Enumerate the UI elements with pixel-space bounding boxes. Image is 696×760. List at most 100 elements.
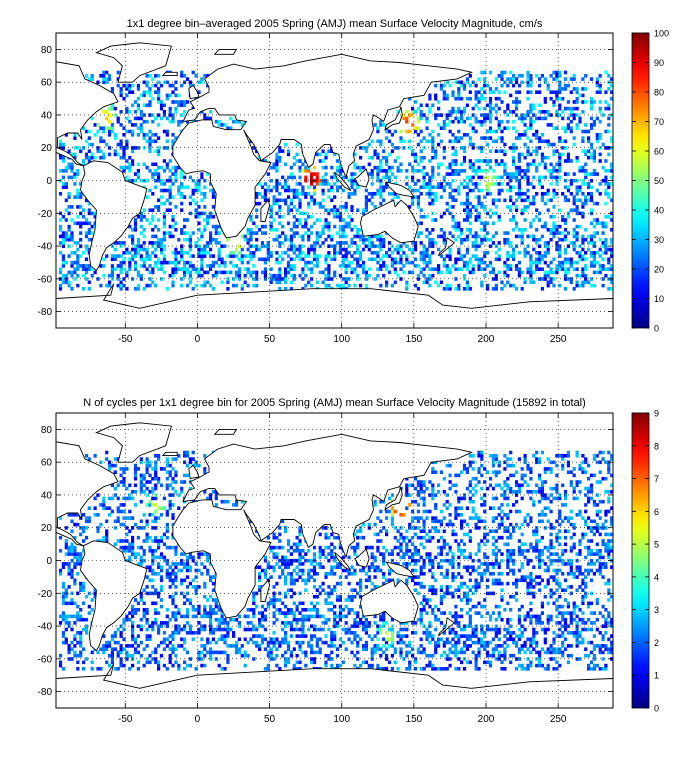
data-cell <box>122 257 126 262</box>
data-cell <box>113 257 117 262</box>
data-cell <box>563 237 568 242</box>
data-cell <box>604 214 608 219</box>
data-cell <box>361 621 366 625</box>
data-cell <box>462 650 467 655</box>
data-cell <box>281 637 285 642</box>
data-cell <box>486 116 490 121</box>
data-cell <box>211 195 215 199</box>
data-cell <box>76 660 80 665</box>
data-cell <box>171 195 175 199</box>
data-cell <box>538 650 542 655</box>
data-cell <box>448 611 452 615</box>
data-cell <box>610 251 613 255</box>
data-cell <box>361 647 366 651</box>
data-cell <box>249 244 253 248</box>
data-cell <box>396 110 400 114</box>
data-cell <box>79 631 83 635</box>
data-cell <box>333 637 337 642</box>
data-cell <box>506 103 510 108</box>
data-cell <box>76 611 80 615</box>
data-cell <box>376 663 380 668</box>
data-cell <box>136 96 140 101</box>
data-cell <box>275 663 279 668</box>
data-cell <box>76 221 80 226</box>
data-cell <box>471 634 475 638</box>
data-cell <box>315 178 319 183</box>
data-cell <box>546 273 550 278</box>
data-cell <box>385 667 389 671</box>
colorbar-tick-label: 0 <box>654 324 659 334</box>
data-cell <box>563 77 568 81</box>
data-cell <box>491 653 495 658</box>
data-cell <box>477 653 481 658</box>
data-cell <box>324 663 328 668</box>
data-cell <box>491 647 495 651</box>
data-cell <box>425 653 429 658</box>
data-cell <box>284 640 288 645</box>
data-cell <box>592 663 596 668</box>
data-cell <box>572 142 576 147</box>
data-cell <box>471 241 475 245</box>
data-cell <box>327 188 331 193</box>
data-cell <box>460 201 464 206</box>
coastline-south-america <box>80 160 148 272</box>
data-cell <box>584 172 588 176</box>
data-cell <box>500 74 504 78</box>
data-cell <box>151 192 155 196</box>
data-cell <box>460 650 464 655</box>
data-cell <box>232 264 236 268</box>
coastline-eurasia-africa <box>172 53 474 239</box>
data-cell <box>561 611 565 615</box>
data-cell <box>301 624 305 628</box>
data-cell <box>561 218 565 222</box>
data-cell <box>139 231 143 235</box>
data-cell <box>67 624 71 628</box>
data-cell <box>286 267 291 271</box>
data-cell <box>465 133 469 137</box>
data-cell <box>116 152 120 157</box>
data-cell <box>494 159 498 163</box>
data-cell <box>445 287 449 291</box>
data-cell <box>185 185 190 189</box>
data-cell <box>292 247 296 252</box>
data-cell <box>373 152 377 157</box>
data-cell <box>145 267 149 271</box>
data-cell <box>370 647 374 651</box>
data-cell <box>532 119 536 124</box>
data-cell <box>162 247 166 252</box>
data-cell <box>486 660 490 665</box>
data-cell <box>206 280 210 285</box>
data-cell <box>229 251 233 255</box>
data-cell <box>512 100 516 104</box>
data-cell <box>145 283 149 288</box>
data-cell <box>477 650 481 655</box>
data-cell <box>445 80 449 85</box>
data-cell <box>379 264 383 268</box>
data-cell <box>307 234 311 239</box>
data-cell <box>419 169 423 173</box>
data-cell <box>310 198 314 203</box>
data-cell <box>324 237 328 242</box>
data-cell <box>356 277 360 281</box>
data-cell <box>543 80 547 85</box>
data-cell <box>483 96 487 101</box>
data-cell <box>566 123 570 127</box>
data-cell <box>209 657 213 661</box>
data-cell <box>431 667 435 671</box>
data-cell <box>304 634 308 638</box>
data-cell <box>500 660 504 665</box>
data-cell <box>73 251 77 255</box>
data-cell <box>295 224 299 229</box>
data-cell <box>145 80 149 85</box>
data-cell <box>162 159 166 163</box>
data-cell <box>330 637 334 642</box>
data-cell <box>110 267 114 271</box>
data-cell <box>532 640 536 645</box>
data-cell <box>255 283 259 288</box>
data-cell <box>584 201 588 206</box>
data-cell <box>532 634 536 638</box>
data-cell <box>327 234 331 239</box>
data-cell <box>246 254 250 258</box>
data-cell <box>575 178 579 183</box>
data-cell <box>356 634 360 638</box>
